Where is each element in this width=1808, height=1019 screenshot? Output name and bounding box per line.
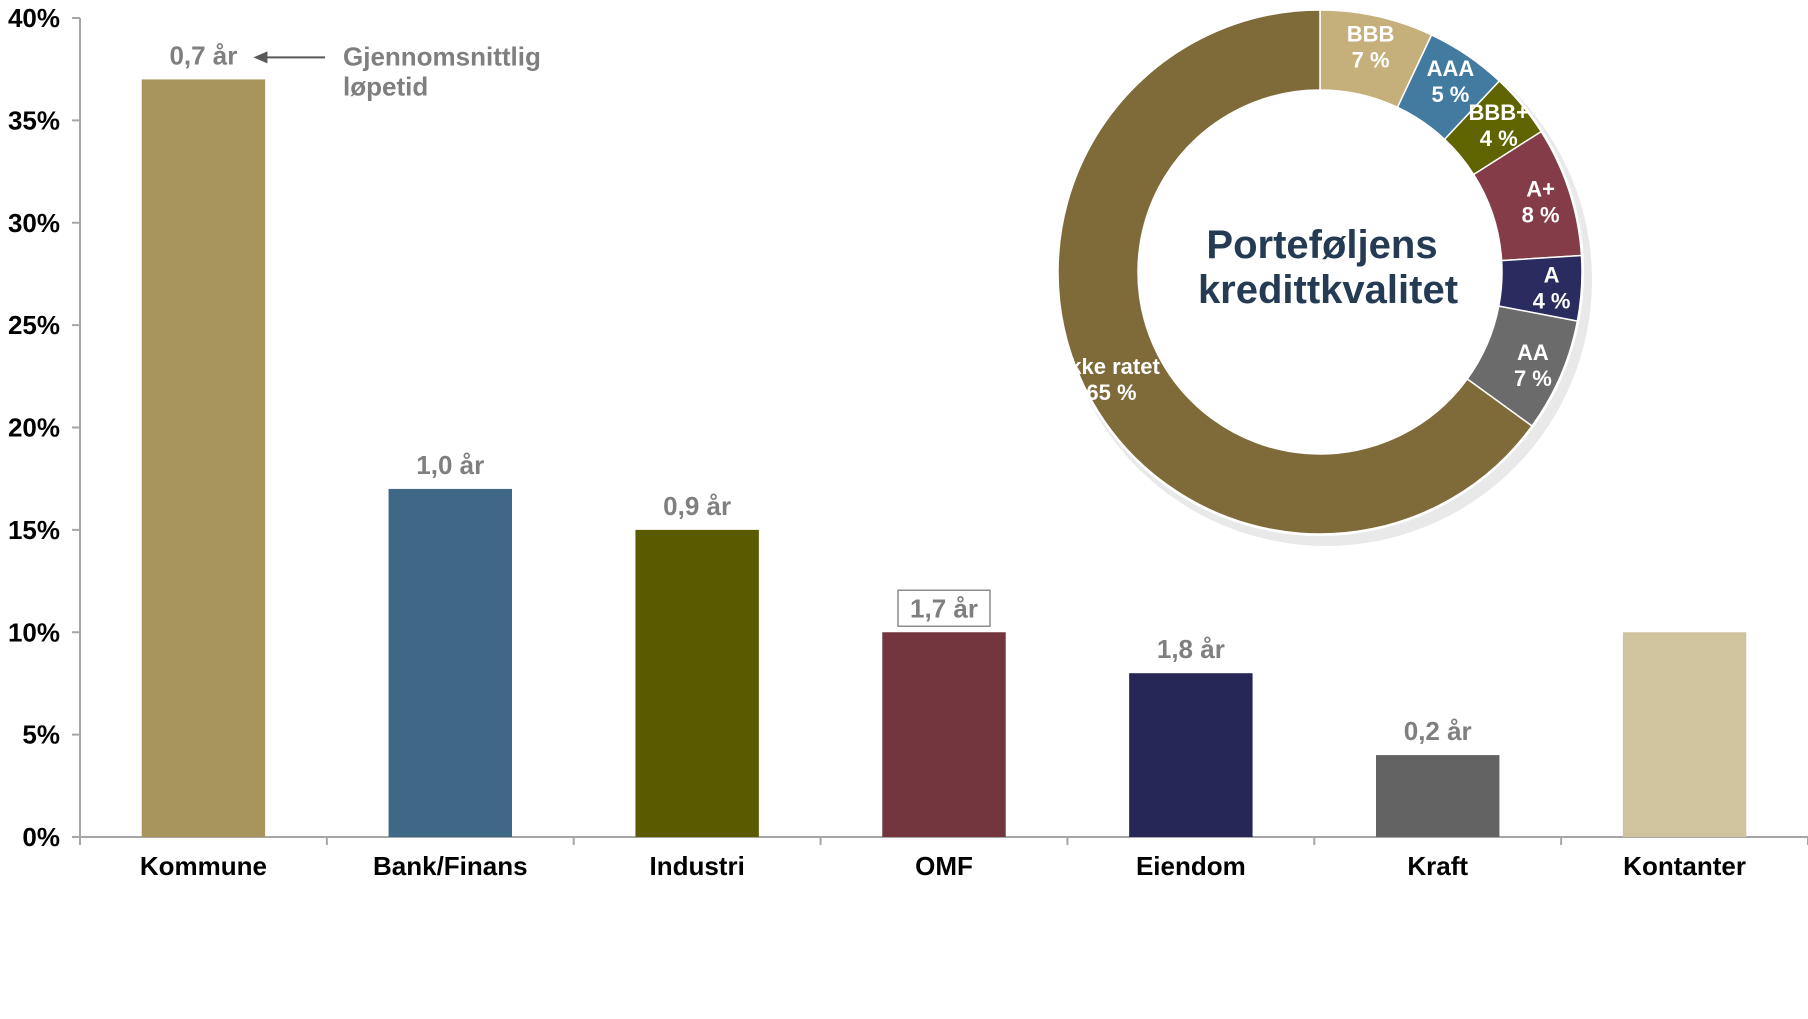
x-tick-label: Bank/Finans <box>373 851 528 881</box>
y-tick-label: 35% <box>8 105 60 135</box>
y-tick-label: 15% <box>8 515 60 545</box>
donut-title-line-1: Porteføljens <box>1206 223 1437 267</box>
bar-label-box <box>897 589 991 627</box>
x-tick-label: Kommune <box>140 851 267 881</box>
donut-label-percent: 7 % <box>1514 366 1552 391</box>
donut-label-rating: AA <box>1517 340 1549 365</box>
donut-label-percent: 4 % <box>1533 289 1571 314</box>
y-tick-label: 5% <box>22 720 60 750</box>
donut-title-line-2: kredittkvalitet <box>1198 268 1458 312</box>
donut-label-rating: AAA <box>1427 56 1475 81</box>
bar-data-label: 1,7 år <box>910 593 978 623</box>
bar-data-label: 1,0 år <box>416 450 484 480</box>
donut-label-rating: A <box>1544 263 1560 288</box>
bar-data-label: 1,8 år <box>1157 634 1225 664</box>
y-tick-label: 25% <box>8 310 60 340</box>
y-tick-label: 10% <box>8 617 60 647</box>
bar-kraft <box>1376 755 1500 837</box>
x-tick-label: OMF <box>915 851 973 881</box>
y-tick-label: 20% <box>8 413 60 443</box>
bar-eiendom <box>1129 673 1253 837</box>
annotation-arrow-head <box>253 51 268 64</box>
bar-bank-finans <box>388 488 512 837</box>
annotation-line-2: løpetid <box>343 71 428 101</box>
donut-label-rating: A+ <box>1526 176 1555 201</box>
bar-data-label: 0,2 år <box>1404 716 1472 746</box>
y-tick-label: 0% <box>22 822 60 852</box>
donut-slice-ikke-ratet <box>1057 9 1534 535</box>
x-tick-label: Kraft <box>1407 851 1468 881</box>
bar-data-label: 0,9 år <box>663 491 731 521</box>
donut-label-percent: 65 % <box>1086 380 1136 405</box>
donut-label-percent: 4 % <box>1480 126 1518 151</box>
donut-label-percent: 7 % <box>1352 48 1390 73</box>
donut-label-percent: 8 % <box>1522 202 1560 227</box>
x-tick-label: Eiendom <box>1136 851 1246 881</box>
y-tick-label: 40% <box>8 3 60 33</box>
bar-data-label: 0,7 år <box>169 40 237 70</box>
donut-label-rating: BBB <box>1347 22 1395 47</box>
y-tick-label: 30% <box>8 208 60 238</box>
donut-label-rating: Ikke ratet <box>1063 354 1160 379</box>
bar-kontanter <box>1622 632 1747 837</box>
bar-industri <box>635 529 759 837</box>
donut-label-rating: BBB+ <box>1469 100 1530 125</box>
donut-label-percent: 5 % <box>1431 82 1469 107</box>
x-tick-label: Kontanter <box>1623 851 1746 881</box>
bar-kommune <box>141 79 266 838</box>
bar-omf <box>882 632 1006 837</box>
x-tick-label: Industri <box>649 851 744 881</box>
annotation-line-1: Gjennomsnittlig <box>343 41 541 71</box>
